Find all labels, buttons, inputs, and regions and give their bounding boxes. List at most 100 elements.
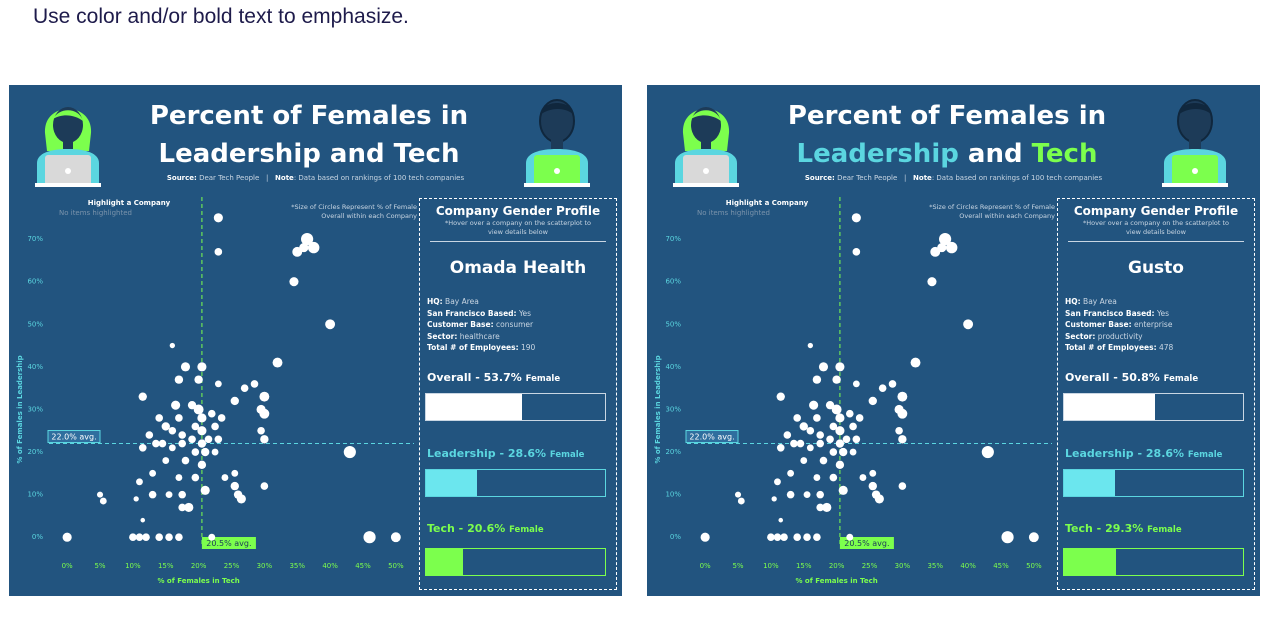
scatter-point[interactable] bbox=[835, 439, 845, 448]
scatter-point[interactable] bbox=[197, 460, 207, 469]
scatter-point[interactable] bbox=[343, 445, 356, 459]
scatter-point[interactable] bbox=[852, 435, 861, 444]
scatter-point[interactable] bbox=[855, 414, 864, 422]
scatter-point[interactable] bbox=[307, 241, 320, 254]
scatter-point[interactable] bbox=[99, 497, 107, 505]
scatter-point[interactable] bbox=[803, 533, 811, 542]
scatter-point[interactable] bbox=[1001, 531, 1014, 544]
scatter-point[interactable] bbox=[197, 362, 207, 372]
scatter-point[interactable] bbox=[301, 232, 314, 246]
scatter-point[interactable] bbox=[214, 380, 222, 388]
scatter-point[interactable] bbox=[773, 533, 782, 542]
scatter-point[interactable] bbox=[155, 533, 163, 542]
scatter-point[interactable] bbox=[849, 448, 857, 456]
scatter-point[interactable] bbox=[849, 422, 857, 431]
scatter-point[interactable] bbox=[62, 532, 72, 542]
scatter-point[interactable] bbox=[165, 533, 173, 542]
scatter-point[interactable] bbox=[201, 447, 210, 457]
scatter-point[interactable] bbox=[937, 243, 947, 253]
scatter-point[interactable] bbox=[272, 357, 283, 368]
scatter-point[interactable] bbox=[813, 474, 821, 482]
scatter-point[interactable] bbox=[813, 414, 821, 422]
scatter-point[interactable] bbox=[787, 469, 795, 477]
scatter-point[interactable] bbox=[778, 517, 784, 523]
scatter-point[interactable] bbox=[191, 473, 200, 482]
scatter-point[interactable] bbox=[895, 426, 903, 435]
scatter-point[interactable] bbox=[175, 533, 183, 542]
scatter-point[interactable] bbox=[180, 362, 191, 372]
scatter-point[interactable] bbox=[191, 422, 200, 431]
scatter-point[interactable] bbox=[257, 426, 265, 435]
scatter-point[interactable] bbox=[832, 375, 841, 384]
scatter-point[interactable] bbox=[178, 439, 186, 448]
scatter-point[interactable] bbox=[231, 469, 239, 477]
scatter-point[interactable] bbox=[816, 431, 824, 439]
scatter-point[interactable] bbox=[868, 396, 877, 406]
scatter-point[interactable] bbox=[838, 485, 848, 495]
scatter-point[interactable] bbox=[148, 490, 157, 499]
scatter-point[interactable] bbox=[175, 474, 183, 482]
scatter-point[interactable] bbox=[851, 213, 861, 223]
scatter-point[interactable] bbox=[178, 490, 186, 499]
scatter-point[interactable] bbox=[158, 439, 167, 448]
highlight-company-dropdown[interactable]: No items highlighted bbox=[697, 209, 770, 217]
scatter-point[interactable] bbox=[230, 481, 239, 491]
scatter-point[interactable] bbox=[835, 460, 845, 469]
scatter-point[interactable] bbox=[793, 414, 801, 422]
scatter-point[interactable] bbox=[142, 533, 150, 542]
scatter-point[interactable] bbox=[793, 533, 801, 542]
scatter-point[interactable] bbox=[734, 491, 742, 498]
scatter-point[interactable] bbox=[819, 456, 828, 465]
scatter-point[interactable] bbox=[888, 380, 897, 388]
scatter-point[interactable] bbox=[178, 431, 186, 439]
scatter-point[interactable] bbox=[897, 408, 908, 419]
scatter-point[interactable] bbox=[813, 533, 821, 542]
scatter-point[interactable] bbox=[138, 392, 147, 401]
scatter-point[interactable] bbox=[193, 404, 204, 415]
scatter-point[interactable] bbox=[363, 531, 376, 544]
scatter-point[interactable] bbox=[171, 400, 181, 410]
scatter-point[interactable] bbox=[829, 448, 838, 456]
scatter-point[interactable] bbox=[133, 496, 139, 502]
scatter-point[interactable] bbox=[807, 342, 813, 349]
scatter-point[interactable] bbox=[825, 401, 835, 410]
scatter-point[interactable] bbox=[859, 474, 867, 482]
scatter-point[interactable] bbox=[390, 532, 401, 543]
scatter-point[interactable] bbox=[812, 375, 822, 384]
scatter-point[interactable] bbox=[829, 422, 838, 431]
scatter-point[interactable] bbox=[140, 517, 146, 523]
scatter-point[interactable] bbox=[152, 439, 160, 448]
scatter-point[interactable] bbox=[816, 490, 824, 499]
scatter-point[interactable] bbox=[771, 496, 777, 502]
scatter-point[interactable] bbox=[165, 491, 173, 499]
scatter-point[interactable] bbox=[774, 478, 781, 486]
scatter-point[interactable] bbox=[194, 375, 203, 384]
scatter-point[interactable] bbox=[197, 426, 207, 436]
scatter-point[interactable] bbox=[197, 413, 207, 423]
scatter-point[interactable] bbox=[963, 319, 974, 330]
scatter-point[interactable] bbox=[250, 380, 259, 388]
scatter-point[interactable] bbox=[214, 435, 223, 444]
scatter-point[interactable] bbox=[217, 414, 226, 422]
scatter-chart[interactable]: % of Females in Tech % of Females in Lead… bbox=[9, 195, 419, 595]
scatter-point[interactable] bbox=[852, 248, 861, 256]
scatter-point[interactable] bbox=[175, 414, 183, 422]
scatter-point[interactable] bbox=[197, 439, 207, 448]
scatter-point[interactable] bbox=[829, 473, 838, 482]
scatter-point[interactable] bbox=[155, 414, 163, 422]
scatter-point[interactable] bbox=[213, 213, 223, 223]
scatter-point[interactable] bbox=[783, 431, 792, 439]
scatter-point[interactable] bbox=[188, 435, 196, 444]
scatter-point[interactable] bbox=[806, 444, 814, 452]
scatter-point[interactable] bbox=[898, 435, 907, 444]
scatter-point[interactable] bbox=[289, 277, 299, 287]
scatter-point[interactable] bbox=[868, 481, 877, 491]
scatter-point[interactable] bbox=[138, 443, 147, 452]
scatter-point[interactable] bbox=[162, 457, 170, 464]
scatter-point[interactable] bbox=[1028, 532, 1039, 543]
scatter-point[interactable] bbox=[776, 392, 785, 401]
scatter-point[interactable] bbox=[260, 435, 269, 444]
scatter-point[interactable] bbox=[149, 469, 157, 477]
scatter-point[interactable] bbox=[168, 426, 177, 435]
scatter-point[interactable] bbox=[874, 494, 884, 504]
